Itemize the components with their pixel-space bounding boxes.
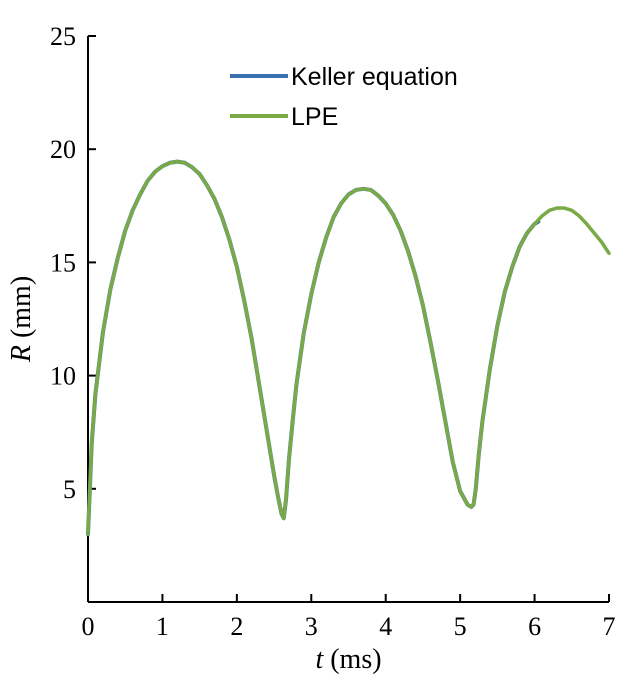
y-axis-variable: R xyxy=(6,345,37,363)
y-tick-label: 20 xyxy=(50,135,76,164)
x-tick-label: 2 xyxy=(230,612,243,641)
axes xyxy=(87,36,609,603)
y-ticks: 5 10 15 20 25 xyxy=(50,22,96,504)
x-tick-label: 0 xyxy=(82,612,95,641)
legend-label: LPE xyxy=(291,103,338,131)
y-tick-label: 25 xyxy=(50,22,76,51)
y-tick-label: 10 xyxy=(50,362,76,391)
y-axis-unit: (mm) xyxy=(6,276,37,345)
x-tick-label: 5 xyxy=(454,612,467,641)
x-axis-variable: t xyxy=(315,644,324,675)
legend: Keller equation LPE xyxy=(230,63,458,131)
y-tick-label: 15 xyxy=(50,248,76,277)
x-ticks: 0 1 2 3 4 5 6 7 xyxy=(82,594,616,641)
y-tick-label: 5 xyxy=(63,475,76,504)
x-tick-label: 6 xyxy=(528,612,541,641)
y-axis-label: R (mm) xyxy=(6,276,37,363)
x-tick-label: 7 xyxy=(603,612,616,641)
x-tick-label: 4 xyxy=(379,612,392,641)
x-tick-label: 3 xyxy=(305,612,318,641)
legend-label: Keller equation xyxy=(291,63,458,91)
x-tick-label: 1 xyxy=(156,612,169,641)
x-axis-label: t (ms) xyxy=(315,644,381,675)
series-group xyxy=(86,159,611,537)
series-line-lpe xyxy=(86,159,611,536)
x-axis-unit: (ms) xyxy=(323,644,381,675)
series-line-keller-equation xyxy=(86,159,541,537)
